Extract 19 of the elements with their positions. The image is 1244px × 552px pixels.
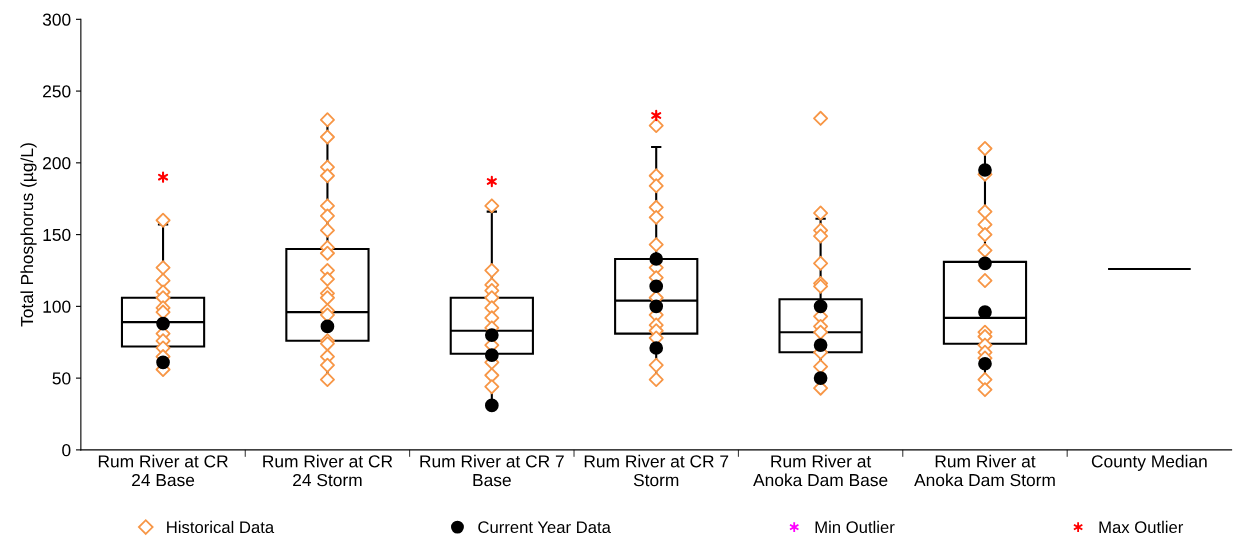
x-tick-label: Rum River at CR 24 Base: [98, 454, 228, 487]
legend-label: Max Outlier: [1099, 520, 1184, 534]
y-tick-label: 150: [43, 228, 71, 242]
legend-label: Current Year Data: [478, 521, 611, 534]
x-tick-label: Rum River at CR 7 Base: [420, 454, 564, 487]
x-tick-label: County Median: [1091, 454, 1207, 471]
y-tick-label: 50: [52, 372, 71, 385]
y-tick-label: 200: [43, 157, 71, 170]
y-tick-label: 0: [62, 444, 71, 457]
legend-label: Min Outlier: [815, 520, 895, 534]
y-tick-label: 100: [43, 300, 71, 313]
x-tick-label: Rum River at CR 24 Storm: [263, 454, 393, 487]
y-axis-title: Total Phosphorus (µg/L): [20, 143, 37, 327]
legend-label: Historical Data: [167, 520, 275, 534]
x-tick-label: Rum River at Anoka Dam Base: [753, 454, 888, 487]
x-tick-label: Rum River at Anoka Dam Storm: [914, 454, 1055, 487]
y-tick-label: 250: [43, 85, 71, 98]
x-tick-label: Rum River at CR 7 Storm: [584, 454, 729, 487]
y-tick-label: 300: [42, 13, 71, 26]
